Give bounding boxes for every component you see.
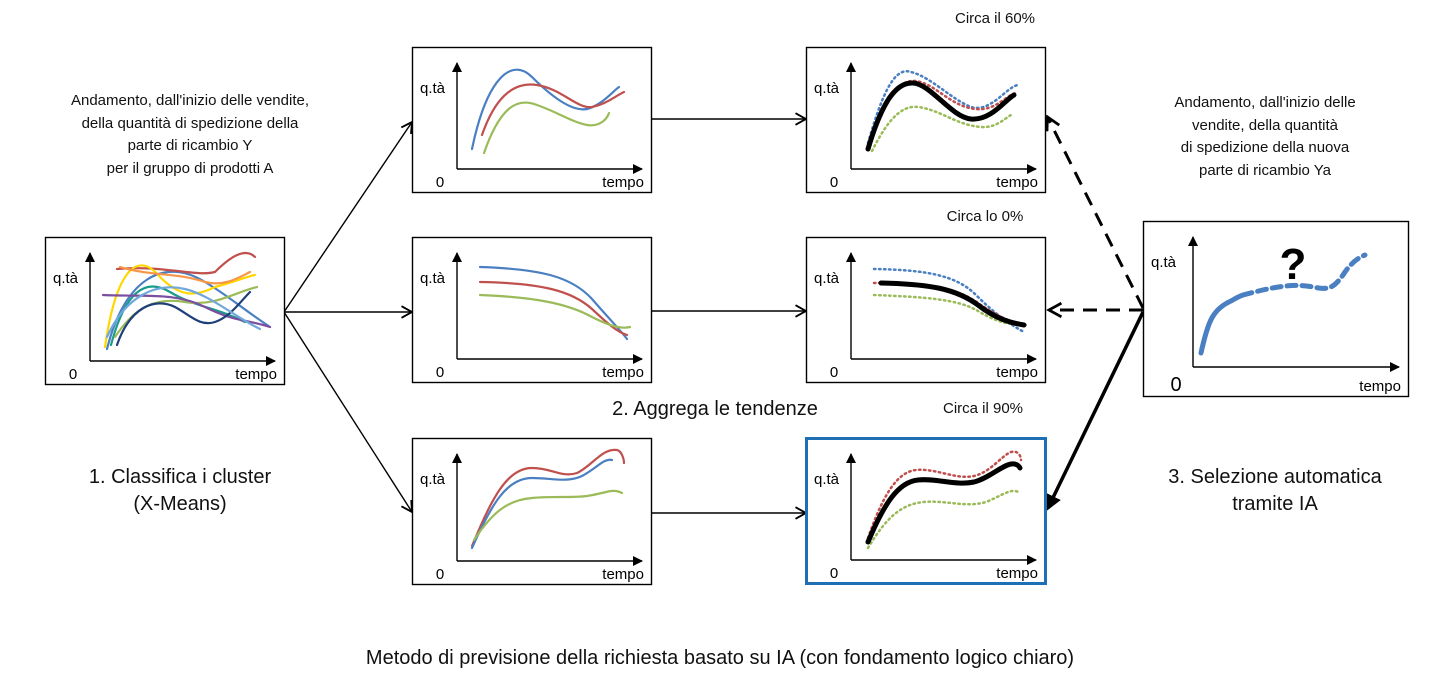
trend1-aggregate (865, 80, 1017, 152)
panel-frame (411, 236, 653, 384)
step3-label-line: 3. Selezione automatica (1168, 466, 1382, 488)
step3-label: 3. Selezione automatica tramite IA (1125, 464, 1425, 518)
x-axis-label: tempo (235, 366, 277, 383)
cluster2-curve-red (478, 280, 629, 337)
x-axis-label: tempo (996, 174, 1038, 191)
trend3-red-dotted (866, 450, 1023, 540)
source-curve (103, 264, 257, 349)
cluster1-panel: q.tà tempo 0 (411, 46, 653, 194)
source-description-line: della quantità di spedizione della (81, 114, 299, 132)
x-axis-label: tempo (602, 566, 644, 583)
step1-label-line: 1. Classifica i cluster (88, 466, 272, 488)
panel-frame (411, 437, 653, 586)
trend3-green-dotted (866, 489, 1020, 550)
x-axis-label: tempo (602, 174, 644, 191)
y-axis-label: q.tà (814, 270, 840, 287)
source-description: Andamento, dall'inizio delle vendite, de… (10, 90, 370, 180)
origin-label: 0 (1170, 374, 1181, 396)
cluster3-panel: q.tà tempo 0 (411, 437, 653, 586)
panel-frame (1142, 220, 1410, 398)
y-axis-label: q.tà (420, 270, 446, 287)
target-forecast-curve (1240, 252, 1368, 298)
target-description: Andamento, dall'inizio delle vendite, de… (1115, 92, 1415, 182)
trend1-green-dotted (870, 105, 1013, 153)
step2-label: 2. Aggrega le tendenze (612, 398, 818, 420)
source-description-line: Andamento, dall'inizio delle vendite, (70, 92, 309, 109)
result-label-middle: Circa lo 0% (946, 208, 1024, 225)
question-mark: ? (1280, 240, 1307, 289)
y-axis-label: q.tà (420, 80, 446, 97)
source-description-line: parte di ricambio Y (127, 137, 253, 154)
source-curve (113, 285, 259, 339)
x-axis-label: tempo (996, 364, 1038, 381)
source-curve (105, 286, 262, 339)
source-curve (115, 251, 257, 275)
trend3-aggregate (865, 461, 1023, 545)
cluster1-curve-red (480, 83, 626, 137)
panel-frame (805, 236, 1047, 384)
trend1-red-dotted (866, 79, 1018, 149)
cluster3-curve-blue (470, 458, 614, 550)
target-description-line: Andamento, dall'inizio delle (1174, 94, 1356, 111)
cluster3-curve-green (472, 489, 624, 542)
result-label-top: Circa il 60% (954, 10, 1036, 27)
cluster2-panel: q.tà tempo 0 (411, 236, 653, 384)
caption: Metodo di previsione della richiesta bas… (365, 647, 1075, 669)
target-panel: q.tà tempo 0? (1142, 220, 1410, 398)
origin-label: 0 (436, 566, 444, 583)
source-curve (105, 270, 272, 351)
trend2-panel: q.tà tempo 0 (805, 236, 1047, 384)
panel-frame (805, 46, 1047, 194)
x-axis-label: tempo (602, 364, 644, 381)
origin-label: 0 (436, 174, 444, 191)
result-label-bottom: Circa il 90% (942, 400, 1024, 417)
source-curve (101, 293, 272, 329)
target-description-line: parte di ricambio Ya (1198, 161, 1331, 179)
trend2-aggregate (878, 280, 1027, 328)
origin-label: 0 (830, 174, 838, 191)
cluster1-curve-green (482, 101, 611, 155)
panel-frame (44, 236, 286, 386)
x-axis-label: tempo (1359, 378, 1401, 395)
y-axis-label: q.tà (420, 471, 446, 488)
trend2-green-dotted (872, 293, 1028, 327)
trend1-panel: q.tà tempo 0 (805, 46, 1047, 194)
y-axis-label: q.tà (814, 80, 840, 97)
y-axis-label: q.tà (1151, 254, 1177, 271)
source-panel: q.tà tempo 0 (44, 236, 286, 386)
y-axis-label: q.tà (814, 471, 840, 488)
origin-label: 0 (436, 364, 444, 381)
origin-label: 0 (830, 364, 838, 381)
panel-frame (411, 46, 653, 194)
origin-label: 0 (69, 366, 77, 383)
cluster3-curve-red (470, 448, 626, 548)
cluster1-curve-blue (470, 68, 621, 151)
panel-frame (805, 437, 1047, 585)
cluster2-curve-blue (478, 265, 629, 341)
step1-label: 1. Classifica i cluster (X-Means) (40, 464, 320, 518)
x-axis-label: tempo (996, 565, 1038, 582)
source-curve (115, 290, 252, 347)
y-axis-label: q.tà (53, 270, 79, 287)
trend2-red-dotted (872, 281, 1026, 327)
target-description-line: di spedizione della nuova (1180, 139, 1350, 156)
origin-label: 0 (830, 565, 838, 582)
source-curve (118, 265, 252, 285)
source-description-line: per il gruppo di prodotti A (106, 159, 274, 177)
step3-label-line: tramite IA (1232, 493, 1318, 515)
trend1-blue-dotted (866, 70, 1020, 145)
cluster2-curve-green (478, 293, 632, 329)
source-curve (109, 285, 247, 347)
target-known-curve (1198, 292, 1246, 356)
target-description-line: vendite, della quantità (1192, 116, 1338, 134)
step1-label-line: (X-Means) (133, 493, 227, 515)
trend3-panel: q.tà tempo 0 (805, 437, 1047, 585)
trend2-blue-dotted (872, 267, 1026, 334)
